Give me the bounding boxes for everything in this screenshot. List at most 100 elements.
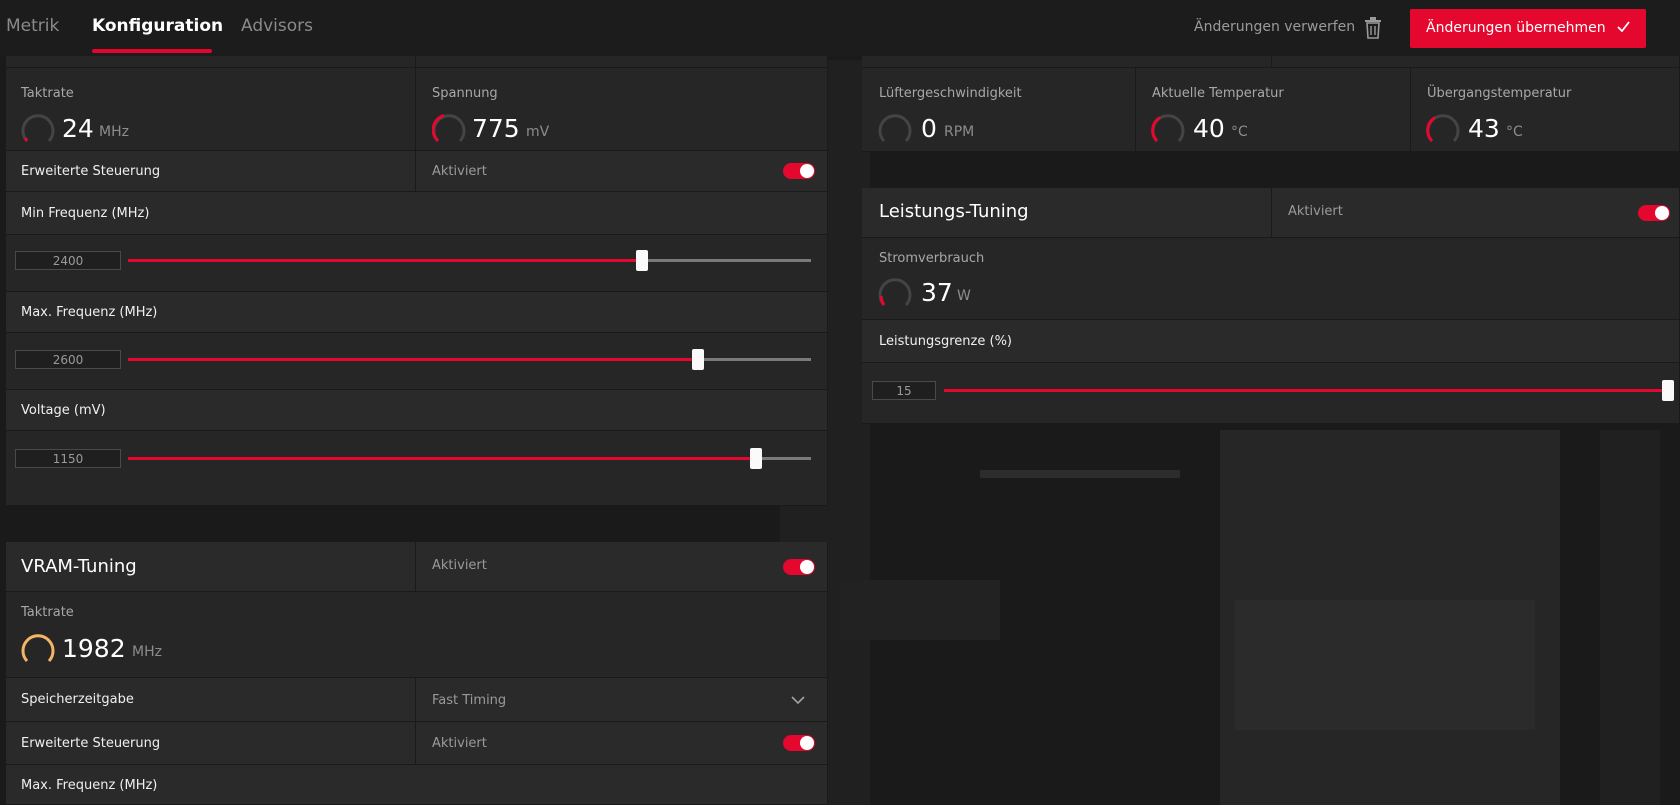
vram-advanced-control-toggle[interactable]	[783, 735, 815, 751]
max-frequency-slider-thumb[interactable]	[692, 349, 705, 370]
junction-temperature-label: Übergangstemperatur	[1427, 86, 1572, 101]
gpu-advanced-control-toggle[interactable]	[783, 163, 815, 179]
power-limit-slider-row: 15	[862, 363, 1680, 424]
voltage-row: Voltage (mV)	[6, 390, 828, 431]
min-frequency-label: Min Frequenz (MHz)	[21, 206, 150, 221]
vram-tuning-toggle[interactable]	[783, 559, 815, 575]
vram-clock-gauge-icon	[21, 634, 55, 663]
vram-advanced-control-state-cell: Aktiviert	[416, 722, 828, 765]
power-limit-input[interactable]: 15	[872, 381, 936, 400]
junction-temperature-value: 43	[1468, 114, 1500, 143]
vram-tuning-state-cell: Aktiviert	[416, 542, 828, 592]
min-frequency-slider-track[interactable]	[128, 250, 811, 271]
voltage-slider-track[interactable]	[128, 448, 811, 469]
toggle-knob	[800, 736, 814, 750]
tab-konfiguration[interactable]: Konfiguration	[92, 16, 224, 36]
panel-header-remnant	[1272, 56, 1680, 68]
toggle-knob	[800, 560, 814, 574]
vram-tuning-title: VRAM-Tuning	[21, 556, 137, 577]
tab-metrik[interactable]: Metrik	[6, 16, 60, 36]
memory-timing-label: Speicherzeitgabe	[21, 692, 134, 707]
gpu-voltage-value: 775	[472, 114, 520, 143]
power-consumption-unit: W	[957, 288, 971, 304]
power-consumption-label: Stromverbrauch	[879, 251, 985, 266]
active-tab-indicator	[92, 49, 212, 53]
voltage-input[interactable]: 1150	[15, 449, 121, 468]
memory-timing-dropdown[interactable]: Fast Timing	[416, 678, 828, 722]
max-frequency-input[interactable]: 2600	[15, 350, 121, 369]
fan-speed-card: Lüftergeschwindigkeit 0 RPM	[862, 68, 1136, 152]
power-limit-slider-thumb[interactable]	[1662, 380, 1674, 401]
junction-temperature-unit: °C	[1506, 124, 1523, 140]
toggle-knob	[800, 164, 814, 178]
gpu-voltage-label: Spannung	[432, 86, 498, 101]
gpu-advanced-control-label: Erweiterte Steuerung	[21, 164, 161, 179]
power-limit-row: Leistungsgrenze (%)	[862, 320, 1680, 363]
power-consumption-gauge-icon	[878, 278, 912, 307]
current-temperature-unit: °C	[1231, 124, 1248, 140]
gpu-clock-unit: MHz	[99, 124, 129, 140]
power-limit-slider-track[interactable]	[944, 380, 1674, 401]
fan-speed-value: 0	[921, 114, 937, 143]
power-tuning-title: Leistungs-Tuning	[879, 201, 1029, 222]
power-tuning-header: Leistungs-Tuning	[862, 188, 1272, 238]
gpu-tuning-panel: Taktrate 24 MHz Spannung 775 mV Erweiter…	[6, 56, 828, 506]
min-frequency-input[interactable]: 2400	[15, 251, 121, 270]
tab-advisors[interactable]: Advisors	[241, 16, 314, 36]
power-limit-slider-fill	[944, 389, 1668, 392]
current-temperature-value: 40	[1193, 114, 1225, 143]
chevron-down-icon	[791, 696, 805, 705]
min-frequency-row: Min Frequenz (MHz)	[6, 192, 828, 235]
vram-advanced-control-label: Erweiterte Steuerung	[21, 736, 161, 751]
vram-clock-card: Taktrate 1982 MHz	[6, 592, 828, 678]
memory-timing-selected: Fast Timing	[432, 693, 507, 708]
power-consumption-value: 37	[921, 278, 953, 307]
voltage-label: Voltage (mV)	[21, 403, 106, 418]
panel-header-remnant	[862, 56, 1272, 68]
gpu-voltage-gauge-icon	[432, 114, 466, 143]
vram-advanced-control-state: Aktiviert	[432, 736, 487, 751]
power-tuning-state: Aktiviert	[1288, 204, 1343, 219]
power-tuning-toggle[interactable]	[1638, 205, 1670, 221]
gpu-clock-gauge-icon	[21, 114, 55, 143]
max-frequency-row: Max. Frequenz (MHz)	[6, 292, 828, 333]
max-frequency-slider-track[interactable]	[128, 349, 811, 370]
voltage-slider-thumb[interactable]	[750, 448, 763, 469]
background-shape	[980, 470, 1180, 478]
gpu-voltage-unit: mV	[526, 124, 550, 140]
discard-changes-link[interactable]: Änderungen verwerfen	[1194, 19, 1356, 35]
max-frequency-slider-row: 2600	[6, 333, 828, 390]
gpu-clock-value: 24	[62, 114, 94, 143]
vram-tuning-header: VRAM-Tuning	[6, 542, 416, 592]
top-bar: Metrik Konfiguration Advisors Änderungen…	[0, 0, 1680, 56]
vram-max-frequency-label: Max. Frequenz (MHz)	[21, 778, 158, 793]
panel-header-remnant	[416, 56, 828, 68]
background-shape	[840, 580, 1000, 640]
gpu-advanced-control-state-cell: Aktiviert	[416, 151, 828, 192]
junction-temperature-gauge-icon	[1426, 114, 1460, 143]
memory-timing-row: Speicherzeitgabe	[6, 678, 416, 722]
background-shape	[1600, 430, 1660, 805]
fan-speed-gauge-icon	[878, 114, 912, 143]
trash-icon[interactable]	[1364, 17, 1382, 39]
background-shape	[1235, 600, 1535, 730]
apply-changes-button[interactable]: Änderungen übernehmen	[1410, 9, 1646, 48]
current-temperature-gauge-icon	[1151, 114, 1185, 143]
fan-temperature-panel: Lüftergeschwindigkeit 0 RPM Aktuelle Tem…	[862, 56, 1680, 152]
vram-advanced-control-row: Erweiterte Steuerung	[6, 722, 416, 765]
apply-changes-label: Änderungen übernehmen	[1426, 20, 1606, 36]
power-limit-label: Leistungsgrenze (%)	[879, 334, 1012, 349]
vram-max-frequency-row: Max. Frequenz (MHz)	[6, 765, 828, 805]
gpu-clock-label: Taktrate	[21, 86, 74, 101]
power-consumption-card: Stromverbrauch 37 W	[862, 238, 1680, 320]
min-frequency-slider-thumb[interactable]	[636, 250, 649, 271]
vram-tuning-state: Aktiviert	[432, 558, 487, 573]
toggle-knob	[1655, 206, 1669, 220]
current-temperature-label: Aktuelle Temperatur	[1152, 86, 1284, 101]
max-frequency-label: Max. Frequenz (MHz)	[21, 305, 158, 320]
max-frequency-slider-fill	[128, 358, 699, 361]
gpu-advanced-control-state: Aktiviert	[432, 164, 487, 179]
min-frequency-slider-row: 2400	[6, 235, 828, 292]
power-tuning-panel: Leistungs-Tuning Aktiviert Stromverbrauc…	[862, 188, 1680, 424]
fan-speed-unit: RPM	[944, 124, 975, 140]
